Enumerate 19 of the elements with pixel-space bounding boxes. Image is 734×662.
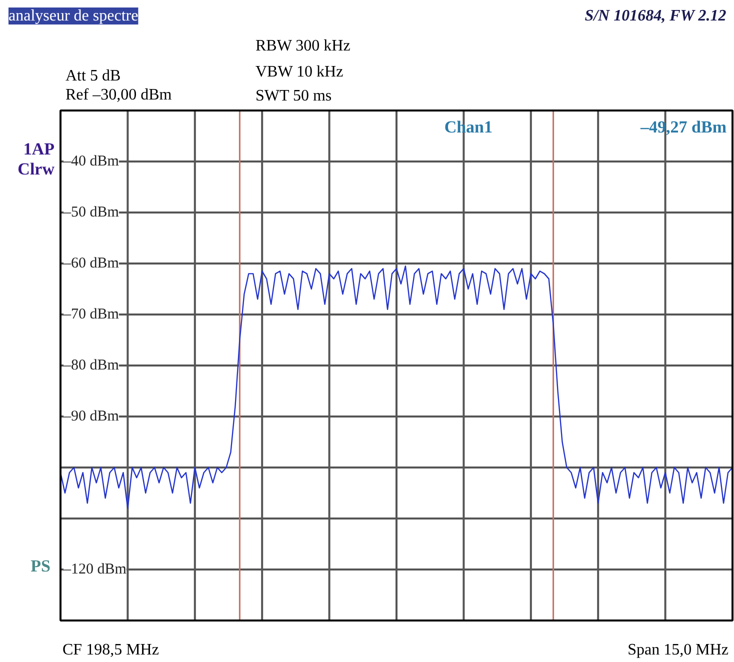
text: VBW 10 kHz xyxy=(256,64,344,80)
y-tick-label: –70 dBm xyxy=(62,306,120,322)
text: RBW 300 kHz xyxy=(256,38,350,54)
y-tick-label: –40 dBm xyxy=(62,154,120,170)
text: Span 15,0 MHz xyxy=(628,642,729,658)
text: Att 5 dB xyxy=(66,68,121,84)
text: PS xyxy=(30,556,51,576)
y-tick-label: –80 dBm xyxy=(62,358,120,374)
y-tick-label: –90 dBm xyxy=(62,408,120,424)
text: Clrw xyxy=(18,160,56,178)
y-tick-label: –120 dBm xyxy=(62,562,127,578)
text: 1AP xyxy=(23,140,55,158)
text: SWT 50 ms xyxy=(256,88,332,104)
y-tick-label: –50 dBm xyxy=(62,204,120,220)
chart-title: analyseur de spectre xyxy=(8,8,138,24)
y-tick-label: –60 dBm xyxy=(62,256,120,272)
text: Ref –30,00 dBm xyxy=(66,86,172,104)
chart-subtitle: S/N 101684, FW 2.12 xyxy=(584,8,726,24)
text: CF 198,5 MHz xyxy=(62,642,159,658)
